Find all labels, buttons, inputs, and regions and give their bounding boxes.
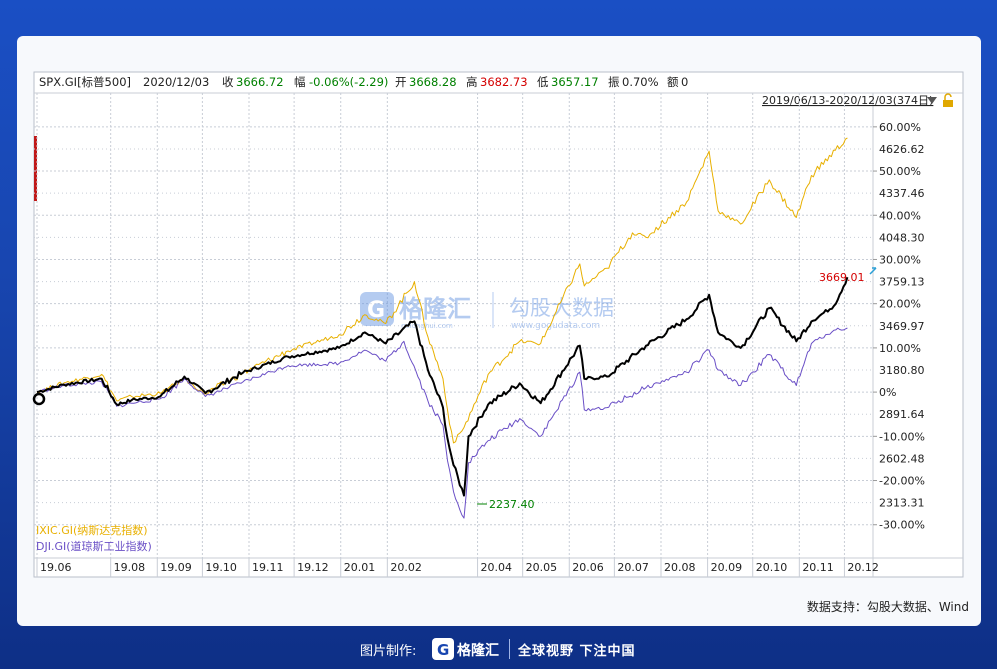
- y-percent-tick: 40.00%: [879, 209, 921, 222]
- y-percent-tick: 30.00%: [879, 253, 921, 266]
- x-tick: 20.04: [481, 561, 513, 574]
- series-layer: [36, 137, 849, 519]
- y-price-tick: 2313.31: [879, 497, 925, 510]
- x-tick: 20.05: [526, 561, 558, 574]
- close-label: 收: [222, 75, 234, 89]
- y-percent-tick: 60.00%: [879, 121, 921, 134]
- y-percent-tick: -30.00%: [879, 519, 925, 532]
- x-tick: 19.09: [160, 561, 192, 574]
- amp-value: 0.70%: [622, 75, 659, 89]
- start-marker: [32, 392, 46, 406]
- y-axis-labels: 60.00% 50.00% 40.00% 30.00% 20.00% 10.00% 0% -1…: [873, 121, 925, 532]
- date-range-selector[interactable]: 2019/06/13-2020/12/03(374日): [762, 94, 933, 107]
- x-tick: 19.11: [252, 561, 284, 574]
- quote-date: 2020/12/03: [143, 75, 209, 89]
- watermark: G 格隆汇 gelonghui.com 勾股大数据 www.gogudata.c…: [360, 292, 614, 331]
- watermark-brand: 格隆汇: [399, 295, 471, 323]
- svg-text:G: G: [367, 298, 385, 323]
- open-label: 开: [395, 75, 407, 89]
- made-by-label: 图片制作:: [360, 644, 417, 659]
- y-price-tick: 2891.64: [879, 408, 925, 421]
- x-tick: 20.01: [344, 561, 376, 574]
- y-price-tick: 4048.30: [879, 231, 925, 244]
- vol-value: 0: [681, 75, 688, 89]
- footer-divider: [509, 639, 510, 659]
- legend-dji: DJI.GI(道琼斯工业指数): [36, 539, 152, 553]
- footer-logo: G 格隆汇: [432, 638, 499, 660]
- y-price-tick: 4337.46: [879, 187, 925, 200]
- y-price-tick: 3469.97: [879, 320, 925, 333]
- last-point-marker: [869, 267, 877, 275]
- open-value: 3668.28: [409, 75, 457, 89]
- x-tick: 20.08: [664, 561, 696, 574]
- svg-text:G: G: [437, 641, 449, 659]
- x-tick: 20.11: [802, 561, 834, 574]
- series-line-dji: [36, 327, 848, 519]
- change-value: -0.06%(-2.29): [309, 75, 388, 89]
- x-tick: 20.06: [572, 561, 604, 574]
- series-line-ixic: [36, 137, 848, 444]
- y-percent-tick: 0%: [879, 386, 896, 399]
- footer-logo-text: 格隆汇: [457, 642, 499, 659]
- x-tick: 19.12: [297, 561, 329, 574]
- y-percent-tick: 50.00%: [879, 165, 921, 178]
- plot-frame: [33, 71, 964, 578]
- close-value: 3666.72: [236, 75, 284, 89]
- chart-card: SPX.GI[标普500] 2020/12/03 收 3666.72 幅 -0.…: [17, 36, 981, 626]
- change-label: 幅: [294, 75, 306, 89]
- high-value: 3682.73: [480, 75, 528, 89]
- low-value-label: 2237.40: [489, 498, 535, 511]
- x-tick: 20.12: [847, 561, 879, 574]
- x-axis-labels: 19.06 19.08 19.09 19.10 19.11 19.12 20.01 20.02…: [36, 558, 879, 577]
- x-tick: 19.08: [114, 561, 146, 574]
- footer-logo-icon: [432, 638, 454, 660]
- quote-header: SPX.GI[标普500] 2020/12/03 收 3666.72 幅 -0.…: [39, 75, 688, 89]
- data-source: 数据支持：勾股大数据、Wind: [807, 599, 969, 614]
- series-line-spx: [36, 276, 849, 497]
- watermark-brand-sub: gelonghui.com: [401, 322, 453, 330]
- low-label: 低: [537, 75, 549, 89]
- x-tick: 20.07: [617, 561, 649, 574]
- x-tick: 20.02: [390, 561, 422, 574]
- low-value: 3657.17: [551, 75, 599, 89]
- x-tick: 20.10: [756, 561, 788, 574]
- y-price-tick: 3759.13: [879, 276, 925, 289]
- grid: [34, 93, 873, 558]
- watermark-data-sub: www.gogudata.com: [511, 321, 600, 331]
- y-price-tick: 2602.48: [879, 452, 925, 465]
- y-percent-tick: 20.00%: [879, 298, 921, 311]
- footer-slogan: 全球视野 下注中国: [518, 644, 636, 659]
- legend-ixic: IXIC.GI(纳斯达克指数): [36, 523, 148, 537]
- x-tick: 19.06: [40, 561, 72, 574]
- left-marker: [34, 136, 37, 201]
- amp-label: 振: [608, 75, 620, 89]
- footer: 图片制作: G 格隆汇 全球视野 下注中国: [0, 630, 997, 669]
- chart-svg: SPX.GI[标普500] 2020/12/03 收 3666.72 幅 -0.…: [32, 71, 969, 614]
- ticker-label: SPX.GI[标普500]: [39, 75, 131, 89]
- range-dropdown-icon[interactable]: [927, 97, 937, 104]
- vol-label: 额: [667, 75, 679, 89]
- y-price-tick: 3180.80: [879, 364, 925, 377]
- y-percent-tick: 10.00%: [879, 342, 921, 355]
- high-label: 高: [466, 75, 478, 89]
- last-value-label: 3669.01: [819, 271, 865, 284]
- y-price-tick: 4626.62: [879, 143, 925, 156]
- y-percent-tick: -20.00%: [879, 475, 925, 488]
- x-tick: 19.10: [205, 561, 237, 574]
- x-tick: 20.09: [711, 561, 743, 574]
- lock-icon[interactable]: [943, 93, 953, 107]
- y-percent-tick: -10.00%: [879, 430, 925, 443]
